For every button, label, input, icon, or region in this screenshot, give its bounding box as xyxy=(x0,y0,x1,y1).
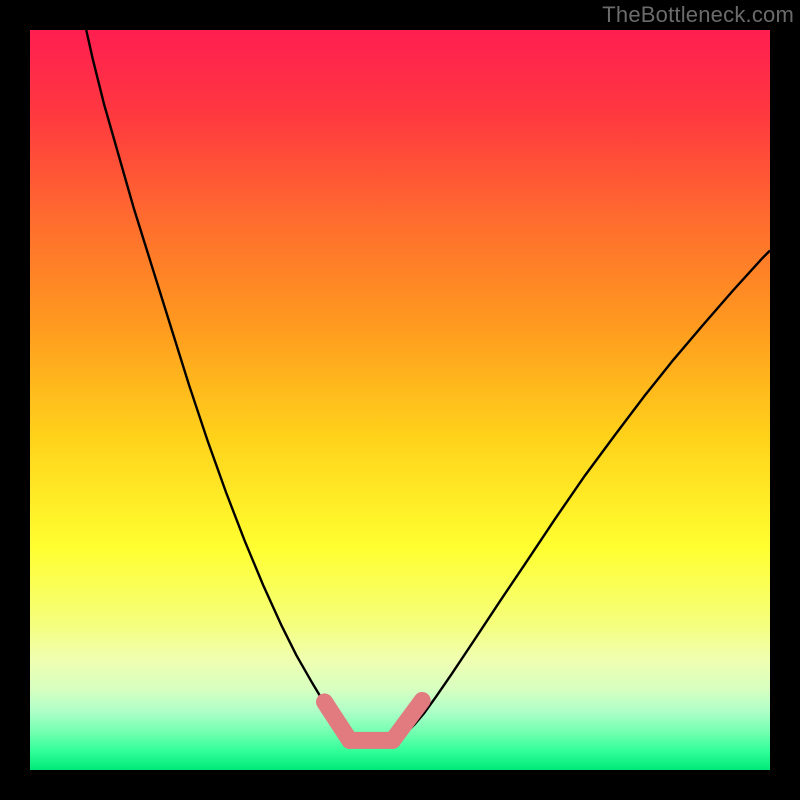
chart-svg xyxy=(0,0,800,800)
watermark-text: TheBottleneck.com xyxy=(602,2,794,28)
plot-background-gradient xyxy=(30,30,770,770)
chart-container: TheBottleneck.com xyxy=(0,0,800,800)
